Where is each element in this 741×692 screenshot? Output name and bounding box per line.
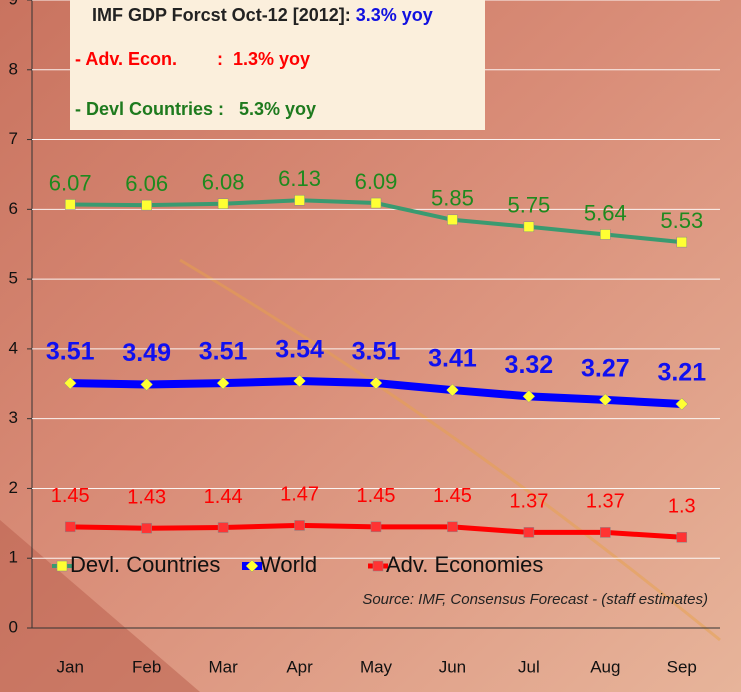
- marker: [295, 195, 305, 205]
- data-label: 5.85: [431, 186, 474, 211]
- data-label: 3.51: [199, 338, 248, 366]
- marker: [65, 199, 75, 209]
- data-label: 1.45: [51, 485, 90, 507]
- data-label: 1.3: [668, 496, 696, 518]
- marker: [447, 215, 457, 225]
- chart: IMF GDP Forcst Oct-12 [2012]: 3.3% yoy -…: [0, 0, 741, 692]
- headline-text: IMF GDP Forcst Oct-12 [2012]:: [92, 5, 351, 25]
- adv-note: - Adv. Econ. : 1.3% yoy: [75, 49, 310, 69]
- marker: [65, 522, 75, 532]
- x-tick-label: May: [360, 657, 393, 676]
- x-tick-label: Aug: [590, 657, 620, 676]
- y-tick-label: 3: [9, 408, 18, 427]
- marker: [447, 522, 457, 532]
- x-tick-label: Apr: [286, 657, 313, 676]
- data-label: 3.51: [46, 338, 95, 366]
- y-tick-label: 7: [9, 129, 18, 148]
- y-tick-label: 6: [9, 199, 18, 218]
- legend-label: Adv. Economies: [386, 552, 543, 577]
- headline-value: 3.3% yoy: [356, 5, 433, 25]
- data-label: 3.49: [122, 339, 171, 367]
- data-label: 1.47: [280, 484, 319, 506]
- data-label: 3.27: [581, 354, 630, 382]
- data-label: 1.44: [204, 486, 243, 508]
- y-tick-label: 9: [9, 0, 18, 8]
- data-label: 3.32: [505, 351, 554, 379]
- data-label: 1.45: [433, 485, 472, 507]
- data-label: 6.07: [49, 170, 92, 195]
- x-tick-label: Sep: [667, 657, 697, 676]
- marker: [371, 522, 381, 532]
- x-tick-label: Jul: [518, 657, 540, 676]
- marker: [600, 527, 610, 537]
- marker: [218, 199, 228, 209]
- marker: [524, 527, 534, 537]
- data-label: 3.21: [657, 359, 706, 387]
- marker: [677, 237, 687, 247]
- data-label: 1.43: [127, 486, 166, 508]
- x-tick-label: Mar: [208, 657, 238, 676]
- data-label: 1.45: [357, 485, 396, 507]
- data-label: 1.37: [509, 491, 548, 513]
- x-tick-label: Jun: [439, 657, 466, 676]
- data-label: 6.06: [125, 171, 168, 196]
- source: Source: IMF, Consensus Forecast - (staff…: [362, 591, 708, 608]
- data-label: 3.51: [352, 338, 401, 366]
- y-tick-label: 0: [9, 617, 18, 636]
- x-tick-label: Feb: [132, 657, 161, 676]
- marker: [677, 532, 687, 542]
- marker: [142, 523, 152, 533]
- marker: [142, 200, 152, 210]
- data-label: 5.53: [660, 208, 703, 233]
- data-label: 6.08: [202, 170, 245, 195]
- data-label: 5.64: [584, 200, 627, 225]
- data-label: 5.75: [507, 193, 550, 218]
- marker: [524, 222, 534, 232]
- data-label: 3.54: [275, 336, 324, 364]
- marker: [600, 229, 610, 239]
- headline: IMF GDP Forcst Oct-12 [2012]: 3.3% yoy: [92, 5, 433, 25]
- devl-note: - Devl Countries : 5.3% yoy: [75, 99, 316, 119]
- marker: [295, 520, 305, 530]
- y-tick-label: 8: [9, 59, 18, 78]
- data-label: 6.09: [355, 169, 398, 194]
- data-label: 6.13: [278, 166, 321, 191]
- data-label: 3.41: [428, 345, 477, 373]
- y-tick-label: 4: [9, 338, 18, 357]
- legend-marker: [57, 561, 67, 571]
- legend-label: Devl. Countries: [70, 552, 220, 577]
- y-tick-label: 5: [9, 269, 18, 288]
- y-tick-label: 2: [9, 478, 18, 497]
- legend-marker: [373, 561, 383, 571]
- marker: [218, 523, 228, 533]
- y-tick-label: 1: [9, 548, 18, 567]
- x-tick-label: Jan: [57, 657, 84, 676]
- marker: [371, 198, 381, 208]
- data-label: 1.37: [586, 491, 625, 513]
- legend-label: World: [260, 552, 317, 577]
